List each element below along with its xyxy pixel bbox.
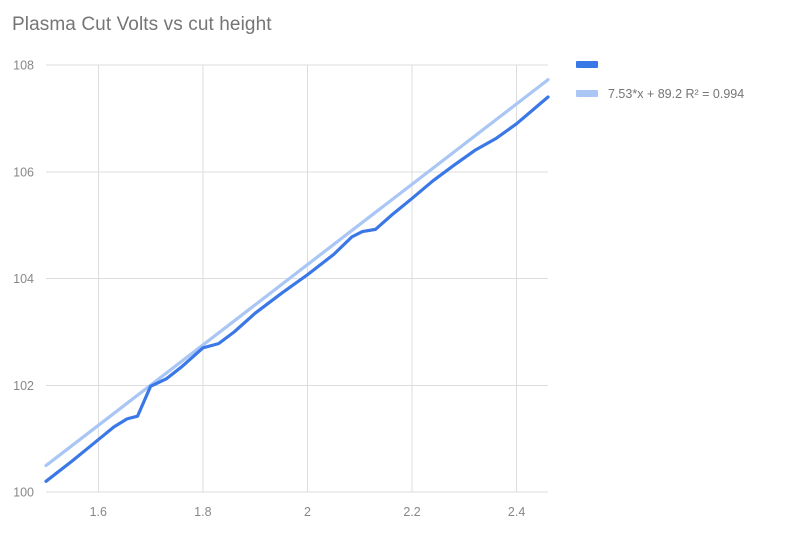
- x-tick-label: 2.4: [508, 505, 525, 519]
- data-series-path: [44, 95, 550, 483]
- data-line: [44, 95, 550, 483]
- chart-title: Plasma Cut Volts vs cut height: [12, 14, 272, 35]
- x-tick-label: 1.8: [194, 505, 211, 519]
- y-tick-label: 100: [13, 486, 34, 500]
- y-tick-label: 104: [13, 272, 34, 286]
- x-axis-tick-labels: 1.6 1.8 2 2.2 2.4: [90, 505, 526, 519]
- legend-color-swatch: [576, 61, 598, 68]
- y-tick-label: 106: [13, 165, 34, 179]
- vertical-gridlines: [97, 65, 518, 492]
- horizontal-gridlines: [46, 64, 548, 493]
- y-axis-tick-labels: 100 102 104 106 108: [13, 59, 34, 500]
- trendline: [44, 78, 550, 468]
- x-tick-label: 1.6: [90, 505, 107, 519]
- legend-color-swatch: [576, 90, 598, 97]
- legend-series-primary[interactable]: [576, 50, 781, 79]
- legend-series-trendline[interactable]: 7.53*x + 89.2 R² = 0.994: [576, 79, 781, 108]
- y-tick-label: 108: [13, 59, 34, 73]
- legend-label: 7.53*x + 89.2 R² = 0.994: [608, 86, 745, 101]
- x-tick-label: 2: [304, 505, 311, 519]
- chart-legend: 7.53*x + 89.2 R² = 0.994: [576, 50, 781, 108]
- trendline-path: [44, 78, 550, 468]
- y-tick-label: 102: [13, 379, 34, 393]
- x-tick-label: 2.2: [403, 505, 420, 519]
